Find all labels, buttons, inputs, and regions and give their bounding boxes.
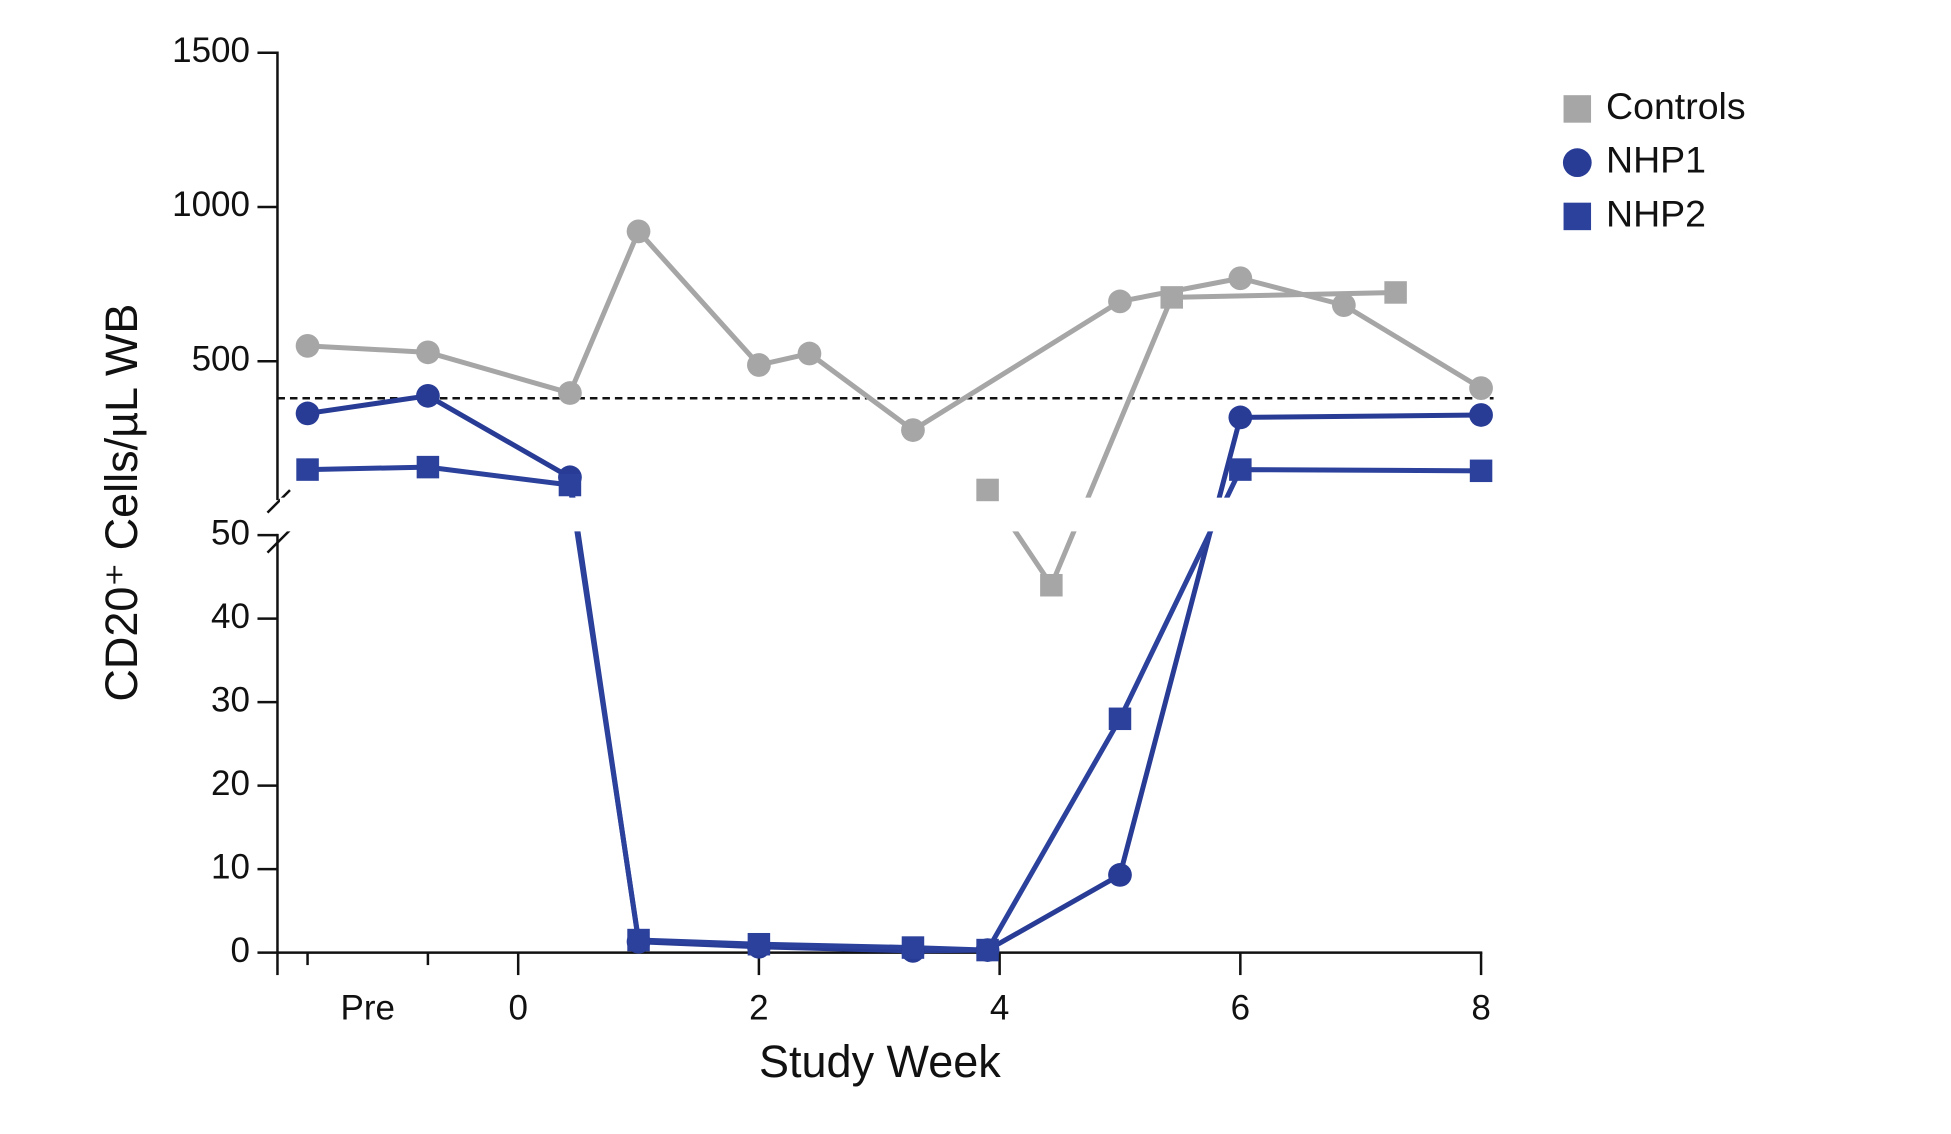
series-line [307, 464, 1482, 953]
legend-marker [1563, 95, 1592, 123]
marker [416, 455, 440, 479]
y-tick-label: 20 [211, 764, 250, 803]
marker [558, 381, 582, 405]
x-tick-label: 2 [749, 988, 768, 1027]
x-tick-label: 6 [1231, 988, 1250, 1027]
y-tick-label: 40 [211, 597, 250, 636]
marker [976, 938, 999, 962]
marker [1228, 405, 1253, 430]
x-axis-label: Study Week [759, 1036, 1001, 1087]
marker [1469, 376, 1493, 400]
marker [1108, 707, 1132, 731]
legend-label: NHP2 [1606, 192, 1706, 234]
x-tick-label: 0 [508, 988, 527, 1027]
marker [1228, 266, 1253, 291]
marker [1160, 286, 1183, 309]
legend-label: NHP1 [1606, 139, 1706, 181]
x-tick-label: 8 [1471, 988, 1490, 1027]
y-tick-label: 500 [192, 340, 250, 379]
axis-break [266, 529, 291, 554]
legend-marker [1563, 202, 1592, 231]
y-tick-label: 30 [211, 680, 250, 719]
y-tick-label: 1500 [172, 31, 250, 70]
marker [901, 418, 925, 442]
y-tick-label: 0 [230, 931, 249, 970]
marker [558, 473, 582, 497]
y-tick-label: 10 [211, 847, 250, 886]
marker [901, 936, 925, 959]
marker [747, 353, 771, 377]
legend-label: Controls [1606, 85, 1746, 127]
marker [1108, 863, 1132, 887]
marker [416, 383, 440, 408]
marker [626, 219, 651, 244]
x-tick-label: Pre [341, 988, 395, 1027]
marker [295, 333, 320, 358]
marker [296, 458, 319, 481]
y-axis-label: CD20⁺ Cells/µL WB [96, 304, 147, 702]
marker [797, 341, 822, 366]
axis-break [266, 489, 291, 514]
marker [1384, 281, 1407, 304]
marker [976, 478, 999, 502]
legend-marker [1562, 148, 1592, 178]
axis-break-gap [279, 497, 1509, 532]
y-tick-label: 1000 [172, 185, 250, 224]
marker [1108, 289, 1132, 314]
series-line [307, 228, 1483, 433]
marker [295, 401, 320, 426]
marker [1469, 459, 1493, 483]
marker [1331, 293, 1356, 317]
marker [747, 932, 771, 956]
marker [1469, 403, 1493, 427]
marker [627, 928, 650, 952]
series-line [307, 393, 1482, 954]
marker [416, 340, 440, 365]
marker [1040, 573, 1063, 597]
x-tick-label: 4 [990, 988, 1009, 1027]
y-tick-label: 50 [211, 513, 250, 552]
series-line [985, 289, 1396, 588]
marker [1229, 458, 1252, 481]
